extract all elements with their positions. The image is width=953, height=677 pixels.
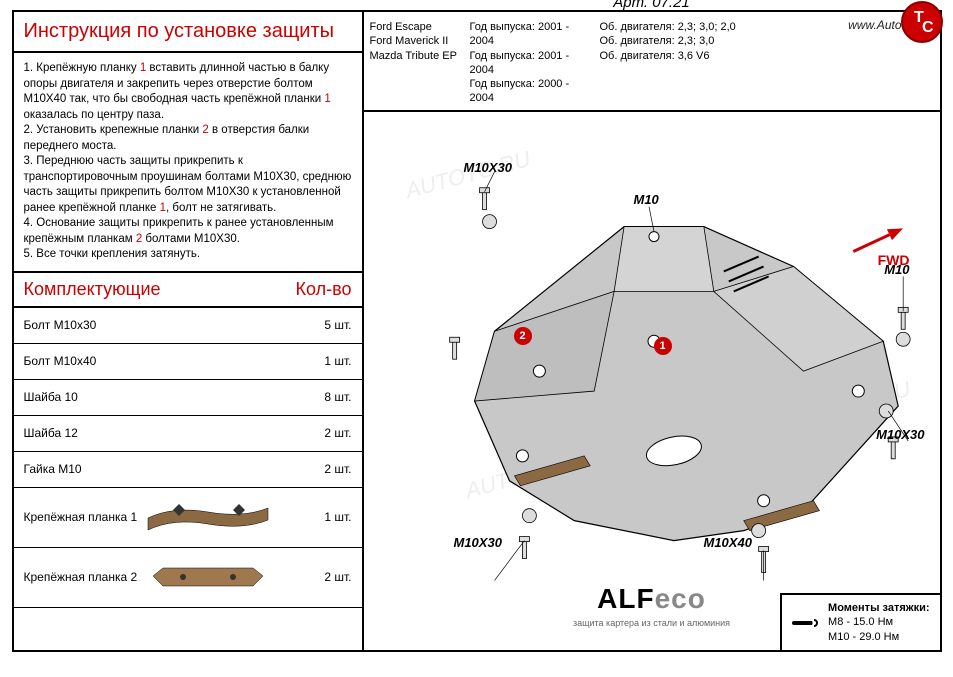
parts-header: КомплектующиеКол-во [14,273,362,308]
table-row: Болт М10x305 шт. [14,308,362,344]
wrench-icon [792,618,820,628]
label-m10x40: M10X40 [704,535,752,550]
label-m10x30-br: M10X30 [876,427,924,442]
table-row: Шайба 122 шт. [14,416,362,452]
tc-logo-icon: T C [900,0,944,44]
label-m10-right: M10 [884,262,909,277]
bracket1-image [143,498,273,536]
label-m10-top: M10 [634,192,659,207]
table-row: Болт М10x401 шт. [14,344,362,380]
application-header: Арт. 07.21 www.AutoTC.ru Ford Escape For… [364,12,940,112]
bracket2-image [143,558,273,596]
brand-subtitle: защита картера из стали и алюминия [573,618,730,628]
table-row-bracket1: Крепёжная планка 1 1 шт. [14,488,362,548]
instructions-block: 1. Крепёжную планку 1 вставить длинной ч… [14,53,362,273]
callout-2: 2 [514,327,532,345]
torque-box: Моменты затяжки: M8 - 15.0 Нм M10 - 29.0… [780,593,939,650]
parts-table: Болт М10x305 шт. Болт М10x401 шт. Шайба … [14,308,362,650]
table-row: Гайка М102 шт. [14,452,362,488]
brand-logo: ALFeco [597,583,706,615]
svg-text:C: C [922,19,934,36]
table-row-bracket2: Крепёжная планка 2 2 шт. [14,548,362,608]
diagram: AUTOTC.RU AUTOTC.RU AUTOTC.RU AUTOTC.RU [364,112,940,650]
page-title: Инструкция по установке защиты [14,12,362,53]
callout-1: 1 [654,337,672,355]
table-row: Шайба 108 шт. [14,380,362,416]
label-m10x30-bl: M10X30 [454,535,502,550]
article-number: Арт. 07.21 [613,0,690,11]
label-m10x30-tl: M10X30 [464,160,512,175]
